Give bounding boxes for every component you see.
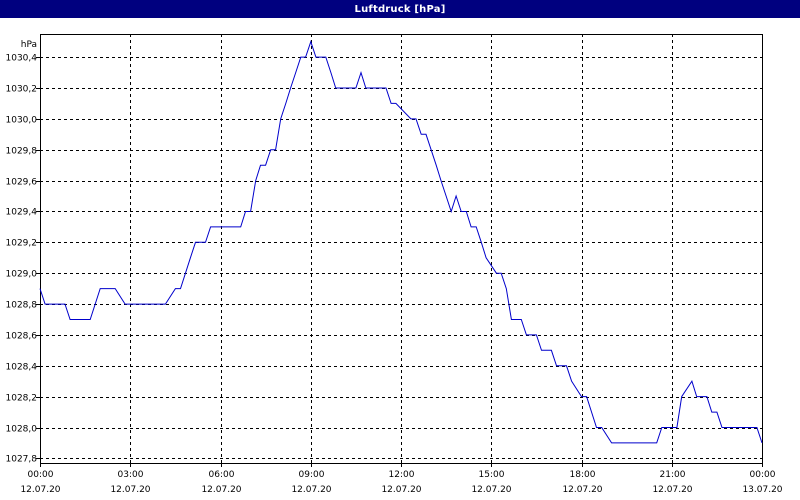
- y-tick-label: 1030,0: [6, 116, 38, 126]
- y-tick-label: 1029,0: [6, 270, 38, 280]
- y-axis-unit-label: hPa: [21, 40, 37, 50]
- window-title: Luftdruck [hPa]: [354, 3, 446, 15]
- x-tick-date-label: 12.07.20: [291, 485, 331, 495]
- y-tick-label: 1028,0: [6, 425, 38, 435]
- x-tick-date-label: 12.07.20: [201, 485, 241, 495]
- x-axis-ticks: 00:00 12.07.20 03:00 12.07.20 06:00 12.07.20 0…: [20, 463, 783, 495]
- x-tick-time-label: 06:00: [209, 470, 235, 480]
- series-layer: [39, 40, 763, 444]
- x-tick-time-label: 12:00: [389, 470, 415, 480]
- x-tick-date-label: 12.07.20: [20, 485, 60, 495]
- x-tick-date-label: 13.07.20: [742, 485, 782, 495]
- x-tick-date-label: 12.07.20: [652, 485, 692, 495]
- y-tick-label: 1030,4: [6, 54, 38, 64]
- x-tick-date-label: 12.07.20: [562, 485, 602, 495]
- y-axis-ticks: 1027,8 1028,0 1028,2 1028,4 1028,6 1028,8 1029…: [6, 54, 40, 465]
- x-tick-time-label: 00:00: [750, 470, 776, 480]
- pressure-series-line: [39, 40, 763, 444]
- x-tick-time-label: 18:00: [570, 470, 596, 480]
- y-tick-label: 1028,6: [6, 332, 38, 342]
- y-tick-label: 1029,2: [6, 239, 38, 249]
- x-tick-time-label: 21:00: [660, 470, 686, 480]
- y-tick-label: 1029,8: [6, 147, 38, 157]
- y-tick-label: 1027,8: [6, 455, 38, 465]
- y-tick-label: 1029,6: [6, 178, 38, 188]
- y-tick-label: 1028,4: [6, 363, 38, 373]
- x-tick-date-label: 12.07.20: [110, 485, 150, 495]
- grid-lines: [40, 34, 762, 463]
- x-tick-time-label: 03:00: [118, 470, 144, 480]
- y-tick-label: 1028,2: [6, 394, 38, 404]
- window-title-bar: Luftdruck [hPa]: [0, 0, 800, 18]
- x-tick-date-label: 12.07.20: [381, 485, 421, 495]
- x-tick-time-label: 15:00: [479, 470, 505, 480]
- plot-area-frame: [40, 34, 763, 464]
- y-tick-label: 1030,2: [6, 85, 38, 95]
- x-tick-date-label: 12.07.20: [471, 485, 511, 495]
- y-tick-label: 1028,8: [6, 301, 38, 311]
- y-tick-label: 1029,4: [6, 208, 38, 218]
- x-tick-time-label: 09:00: [299, 470, 325, 480]
- x-tick-time-label: 00:00: [28, 470, 54, 480]
